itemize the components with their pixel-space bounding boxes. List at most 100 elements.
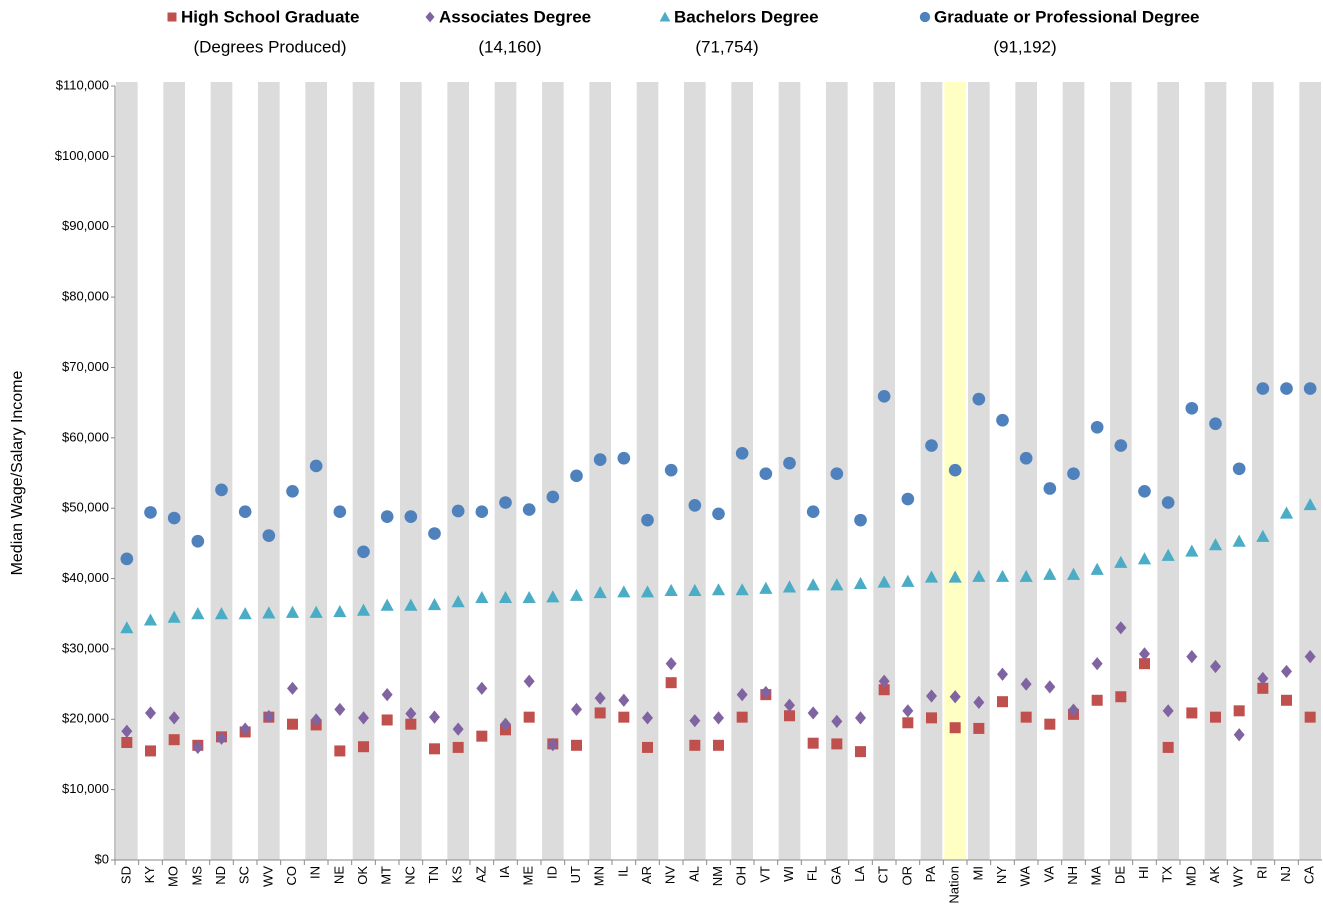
marker-triangle <box>972 569 986 582</box>
marker-diamond <box>878 674 890 688</box>
marker-circle <box>144 506 157 519</box>
marker-diamond <box>1115 621 1127 635</box>
marker-square <box>642 741 653 753</box>
marker-square <box>689 739 701 751</box>
x-tick-label: OR <box>899 866 914 886</box>
marker-circle <box>380 510 394 523</box>
marker-square <box>807 737 819 749</box>
marker-triangle <box>451 595 465 608</box>
marker-triangle <box>782 580 797 593</box>
marker-diamond <box>1233 728 1245 742</box>
marker-triangle <box>735 583 749 596</box>
marker-triangle <box>1090 562 1104 575</box>
x-tick-label: SD <box>118 866 133 884</box>
marker-circle <box>1280 382 1293 395</box>
column-band <box>968 82 990 860</box>
column-band <box>684 82 706 860</box>
marker-triangle <box>404 598 418 611</box>
marker-circle <box>215 483 228 497</box>
marker-square <box>1233 705 1245 717</box>
marker-diamond <box>926 689 937 703</box>
marker-diamond <box>973 695 985 709</box>
marker-circle <box>877 389 891 403</box>
marker-triangle <box>1279 506 1294 519</box>
marker-circle <box>404 510 418 523</box>
marker-circle <box>688 499 702 512</box>
x-tick-label: OH <box>734 866 749 886</box>
marker-circle <box>664 463 678 477</box>
legend-label: High School Graduate <box>181 7 360 26</box>
x-tick-label: IA <box>497 866 512 879</box>
marker-circle <box>925 439 938 452</box>
marker-circle <box>1114 439 1128 452</box>
marker-square <box>713 739 724 751</box>
x-tick-label: AZ <box>473 866 488 883</box>
marker-triangle <box>191 607 205 620</box>
marker-triangle <box>830 578 844 591</box>
x-tick-label: IL <box>615 866 630 877</box>
marker-triangle <box>498 590 513 604</box>
marker-triangle <box>759 581 773 594</box>
marker-circle <box>593 453 607 466</box>
marker-square <box>145 745 156 757</box>
marker-diamond <box>831 714 843 728</box>
legend-label: Associates Degree <box>439 7 591 26</box>
marker-diamond <box>239 722 251 736</box>
marker-square <box>405 718 417 730</box>
marker-triangle <box>238 607 252 620</box>
column-band <box>447 82 469 860</box>
x-tick-label: DE <box>1112 866 1127 884</box>
marker-triangle <box>546 590 560 603</box>
marker-diamond <box>405 707 417 721</box>
marker-triangle <box>1208 538 1223 551</box>
column-band <box>116 82 138 860</box>
marker-circle <box>1090 420 1104 434</box>
column-band <box>636 82 659 860</box>
y-tick-label: $80,000 <box>62 289 109 304</box>
marker-triangle <box>593 586 607 599</box>
x-tick-label: WI <box>781 866 796 882</box>
column-band <box>1204 82 1227 860</box>
x-tick-label: OK <box>355 866 370 885</box>
y-tick-label: $40,000 <box>62 570 109 585</box>
x-tick-label: VA <box>1041 866 1056 883</box>
legend-note: (Degrees Produced) <box>193 37 346 56</box>
marker-diamond <box>192 740 204 755</box>
legend-label: Bachelors Degree <box>674 7 819 26</box>
marker-diamond <box>855 711 866 725</box>
marker-diamond <box>1091 657 1103 671</box>
marker-diamond <box>1281 664 1292 679</box>
x-tick-label: MA <box>1089 866 1104 886</box>
marker-diamond <box>452 722 464 736</box>
marker-diamond <box>168 711 180 725</box>
marker-square <box>997 696 1008 708</box>
marker-triangle <box>924 570 939 583</box>
column-band <box>778 82 801 860</box>
marker-triangle <box>853 576 868 589</box>
x-tick-label: VT <box>757 866 772 883</box>
marker-square <box>1091 694 1103 706</box>
marker-diamond <box>1257 671 1269 686</box>
x-tick-label: WY <box>1231 866 1246 887</box>
x-tick-label: RI <box>1254 866 1269 879</box>
column-band <box>1157 82 1179 860</box>
marker-circle <box>1138 484 1151 498</box>
column-band <box>920 82 943 860</box>
marker-diamond <box>713 711 724 725</box>
x-tick-label: ME <box>521 866 536 886</box>
marker-triangle <box>309 605 323 618</box>
marker-triangle <box>522 590 536 604</box>
legend-label: Graduate or Professional Degree <box>934 7 1199 26</box>
marker-diamond <box>358 711 369 725</box>
marker-triangle <box>333 605 347 618</box>
legend-note: (91,192) <box>993 37 1056 56</box>
x-tick-label: LA <box>852 866 867 882</box>
marker-circle <box>286 484 299 498</box>
marker-circle <box>783 456 796 470</box>
x-tick-label: TN <box>426 866 441 883</box>
marker-circle <box>167 511 181 525</box>
marker-square <box>1020 711 1032 723</box>
column-band <box>494 82 517 860</box>
marker-diamond <box>784 698 795 712</box>
